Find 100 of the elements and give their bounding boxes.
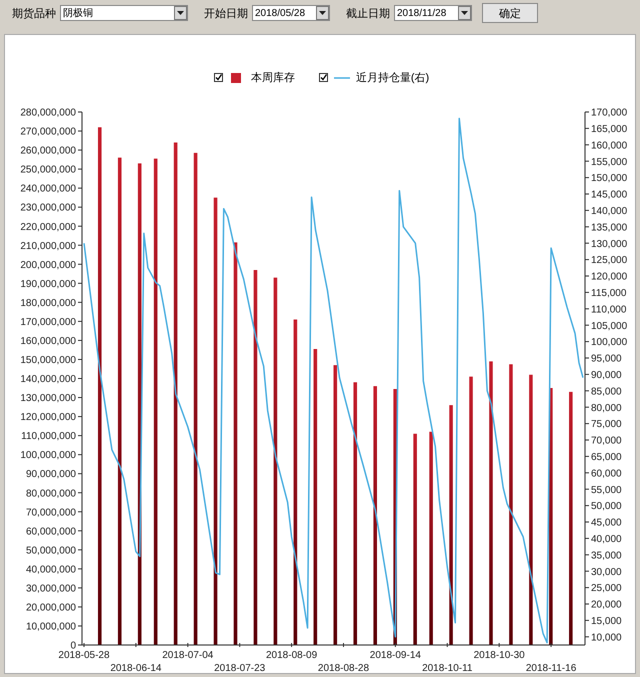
y2-tick-label: 145,000 — [591, 190, 628, 201]
x-tick-label: 2018-08-28 — [318, 663, 370, 674]
y-tick-label: 90,000,000 — [26, 469, 76, 480]
y-tick-label: 170,000,000 — [20, 316, 76, 328]
y2-tick-label: 110,000 — [591, 304, 627, 316]
bar — [254, 270, 258, 645]
bar — [334, 365, 338, 645]
y2-tick-label: 55,000 — [591, 484, 622, 496]
bar — [529, 374, 533, 645]
x-tick-label: 2018-10-30 — [474, 650, 526, 661]
text: 阴极铜 — [63, 6, 93, 20]
y-tick-label: 240,000,000 — [20, 184, 76, 195]
y-tick-label: 60,000,000 — [26, 526, 76, 538]
y-tick-label: 130,000,000 — [20, 393, 76, 404]
bar — [234, 242, 238, 645]
x-tick-label: 2018-08-09 — [266, 650, 318, 661]
y2-tick-label: 45,000 — [591, 518, 622, 529]
legend-label: 本周库存 — [250, 70, 295, 85]
x-tick-label: 2018-07-23 — [214, 663, 266, 674]
bar — [314, 348, 318, 645]
y-tick-label: 220,000,000 — [20, 222, 76, 233]
bar — [373, 386, 378, 645]
y2-tick-label: 80,000 — [591, 402, 622, 414]
y-tick-label: 110,000,000 — [21, 431, 76, 442]
y-tick-label: 280,000,000 — [20, 108, 76, 119]
y-tick-label: 190,000,000 — [20, 278, 76, 290]
bar — [449, 405, 453, 645]
y2-tick-label: 10,000 — [591, 632, 622, 644]
x-tick-label: 2018-06-14 — [110, 663, 162, 674]
y2-tick-label: 90,000 — [591, 370, 622, 381]
y2-tick-label: 155,000 — [591, 156, 628, 168]
y2-tick-label: 50,000 — [591, 501, 622, 512]
y-tick-label: 180,000,000 — [20, 298, 76, 309]
y2-tick-label: 95,000 — [591, 354, 622, 365]
y-tick-label: 210,000,000 — [20, 240, 76, 252]
y-tick-label: 0 — [70, 640, 76, 652]
y2-tick-label: 105,000 — [591, 320, 628, 332]
y2-tick-label: 70,000 — [591, 436, 622, 447]
text: 期货品种 — [12, 6, 56, 20]
legend-label: 近月持仓量(右) — [356, 71, 430, 85]
y2-tick-label: 35,000 — [591, 550, 622, 562]
y-tick-label: 150,000,000 — [20, 355, 76, 366]
y-tick-label: 260,000,000 — [20, 146, 76, 157]
y2-tick-label: 140,000 — [591, 206, 628, 217]
y2-tick-label: 150,000 — [591, 173, 628, 184]
bar — [429, 432, 433, 645]
y-tick-label: 10,000,000 — [26, 622, 76, 633]
y-tick-label: 120,000,000 — [20, 412, 76, 424]
y2-tick-label: 75,000 — [591, 419, 622, 430]
text: 2018/11/28 — [397, 8, 446, 18]
y2-tick-label: 25,000 — [591, 583, 622, 594]
y-tick-label: 230,000,000 — [20, 202, 76, 214]
x-tick-label: 2018-07-04 — [162, 650, 214, 661]
bar — [118, 158, 122, 645]
y-tick-label: 20,000,000 — [26, 602, 76, 614]
bar — [194, 152, 198, 645]
bar — [569, 392, 573, 645]
y2-tick-label: 115,000 — [591, 288, 627, 299]
x-tick-label: 2018-11-16 — [526, 663, 577, 674]
y-tick-label: 80,000,000 — [26, 488, 76, 500]
y2-tick-label: 65,000 — [591, 452, 622, 463]
y2-tick-label: 100,000 — [591, 337, 628, 348]
y2-tick-label: 40,000 — [591, 534, 622, 545]
x-tick-label: 2018-10-11 — [422, 663, 473, 674]
y2-tick-label: 160,000 — [591, 140, 628, 152]
y2-tick-label: 130,000 — [591, 238, 628, 250]
bar — [98, 127, 102, 645]
y2-tick-label: 30,000 — [591, 566, 622, 578]
y-tick-label: 70,000,000 — [26, 507, 76, 518]
y2-tick-label: 60,000 — [591, 468, 622, 480]
text: 2018/05/28 — [255, 8, 306, 18]
y2-tick-label: 85,000 — [591, 386, 622, 398]
text: 确定 — [482, 3, 538, 23]
text: 截止日期 — [346, 6, 390, 20]
bar — [214, 198, 218, 645]
y-tick-label: 160,000,000 — [20, 336, 76, 347]
x-tick-label: 2018-09-14 — [370, 650, 422, 661]
y-tick-label: 40,000,000 — [26, 564, 76, 576]
bar — [274, 278, 278, 645]
y-tick-label: 30,000,000 — [26, 583, 76, 594]
y2-tick-label: 120,000 — [591, 272, 628, 283]
bar — [489, 361, 493, 645]
text: 开始日期 — [204, 6, 248, 20]
bar — [154, 158, 158, 645]
y2-tick-label: 135,000 — [591, 222, 628, 234]
bar — [294, 319, 298, 645]
y-tick-label: 270,000,000 — [20, 126, 76, 138]
y2-tick-label: 165,000 — [591, 124, 628, 135]
y2-tick-label: 170,000 — [591, 108, 628, 119]
y-tick-label: 140,000,000 — [20, 374, 76, 386]
y-tick-label: 200,000,000 — [20, 260, 76, 271]
y-tick-label: 50,000,000 — [26, 545, 76, 556]
bar — [469, 376, 473, 645]
y-tick-label: 100,000,000 — [20, 450, 76, 462]
bar — [509, 364, 513, 645]
y2-tick-label: 20,000 — [591, 600, 622, 611]
y2-tick-label: 15,000 — [591, 616, 622, 627]
y2-tick-label: 125,000 — [591, 255, 628, 266]
bar — [353, 382, 358, 645]
bar — [413, 434, 417, 645]
